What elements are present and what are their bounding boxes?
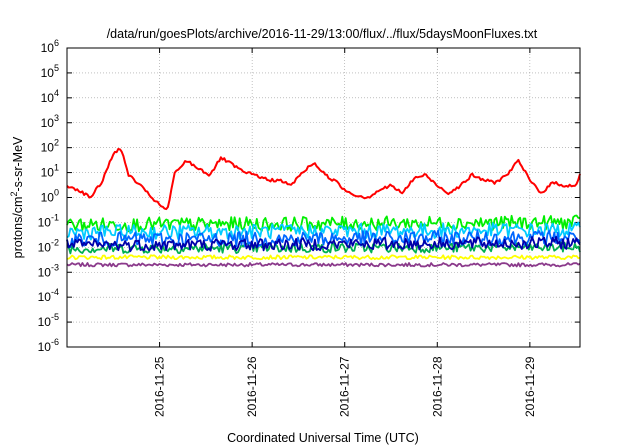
y-tick-label: 102 [41, 138, 59, 155]
series-line-2 [66, 221, 581, 241]
x-axis-label: Coordinated Universal Time (UTC) [227, 431, 419, 445]
series-line-1 [66, 214, 581, 233]
x-tick-labels: 2016-11-25 2016-11-26 2016-11-27 2016-11-28… [153, 356, 537, 417]
y-tick-label: 10-1 [38, 212, 59, 229]
y-axis-label: protons/cm2-s-sr-MeV [9, 136, 25, 258]
series-line-4 [66, 235, 581, 253]
x-tick-label: 2016-11-29 [523, 356, 537, 417]
plot-frame [66, 47, 581, 348]
y-tick-labels: 10-6 10-5 10-4 10-3 10-2 10-1 100 101 102 103 104 1… [38, 38, 59, 354]
y-tick-label: 105 [41, 63, 59, 80]
y-tick-label: 10-3 [38, 262, 59, 279]
x-tick-label: 2016-11-27 [338, 356, 352, 417]
grid [67, 47, 580, 348]
x-tick-label: 2016-11-28 [430, 356, 444, 417]
y-tick-label: 10-2 [38, 237, 59, 254]
series-group [66, 147, 581, 268]
y-tick-label: 106 [41, 38, 59, 55]
y-tick-label: 101 [41, 163, 59, 180]
chart-title: /data/run/goesPlots/archive/2016-11-29/1… [107, 27, 538, 41]
series-line-0 [66, 147, 581, 211]
series-line-6 [66, 254, 581, 261]
y-tick-label: 10-5 [38, 312, 59, 329]
y-tick-label: 100 [41, 188, 59, 205]
y-tick-label: 104 [41, 88, 59, 105]
series-line-7 [66, 262, 581, 268]
y-tick-label: 10-4 [38, 287, 59, 304]
y-tick-label: 103 [41, 113, 59, 130]
y-tick-label: 10-6 [38, 337, 59, 354]
x-tick-label: 2016-11-25 [153, 356, 167, 417]
x-tick-label: 2016-11-26 [245, 356, 259, 417]
